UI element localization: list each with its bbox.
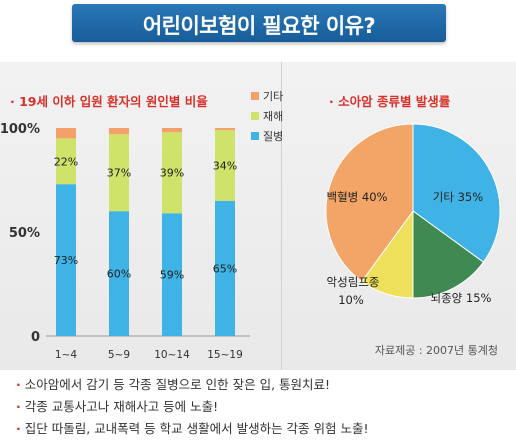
data-label: 22%	[54, 155, 78, 168]
legend-label: 기타	[263, 90, 283, 103]
data-label: 39%	[160, 167, 184, 180]
bar-segment-재해	[109, 134, 129, 212]
title-banner: 어린이보험이 필요한 이유?	[72, 4, 446, 42]
notes-list: · 소아암에서 감기 등 각종 질병으로 인한 잦은 입, 통원치료! · 각종 교…	[16, 374, 506, 440]
y-tick-label: 50%	[9, 226, 40, 241]
bar-segment-질병	[162, 213, 182, 336]
x-tick-label: 15~19	[207, 349, 243, 361]
pie-label: 뇌종양 15%	[431, 291, 492, 305]
legend-swatch	[251, 92, 259, 100]
bullet-dot: ·	[16, 377, 21, 392]
bar-segment-질병	[215, 200, 235, 336]
bar-segment-질병	[109, 211, 129, 336]
data-label: 73%	[54, 254, 78, 267]
bar-segment-기타	[109, 128, 129, 135]
source-note: 자료제공 : 2007년 통계청	[374, 344, 498, 357]
legend-label: 재해	[263, 109, 283, 123]
data-label: 60%	[107, 268, 131, 281]
x-tick-label: 5~9	[108, 349, 130, 361]
bullet-dot: ·	[16, 399, 21, 414]
bar-chart: 0 50% 100% 73% 22% 1~4 60% 37% 5~9 59% 39% 10~14 65%…	[0, 90, 283, 361]
pie-slice-뇌종양	[412, 210, 485, 299]
data-label: 65%	[213, 262, 237, 275]
data-label: 37%	[107, 167, 131, 180]
bar-segment-재해	[56, 138, 76, 185]
data-label: 34%	[213, 159, 237, 172]
x-tick-label: 10~14	[154, 349, 190, 361]
pie-label: 10%	[338, 293, 364, 307]
note-item: · 소아암에서 감기 등 각종 질병으로 인한 잦은 입, 통원치료!	[16, 377, 331, 392]
bar-segment-기타	[56, 128, 76, 139]
x-tick-label: 1~4	[55, 349, 77, 361]
pie-slice-백혈병	[325, 123, 414, 283]
bullet-dot: ·	[16, 421, 21, 436]
bar-segment-기타	[162, 128, 182, 133]
pie-label: 백혈병 40%	[327, 190, 388, 204]
pie-chart-title: · 소아암 종류별 발생률	[329, 94, 451, 109]
y-tick-label: 0	[31, 330, 40, 345]
panel-divider	[281, 62, 282, 370]
y-tick-label: 100%	[0, 122, 40, 137]
legend-label: 질병	[263, 130, 283, 143]
pie-label: 기타 35%	[433, 190, 483, 204]
legend-swatch	[251, 132, 259, 140]
pie-chart: 기타 35% 뇌종양 15% 악성림프종 10% 백혈병 40%	[325, 123, 501, 307]
bar-segment-질병	[56, 184, 76, 336]
banner-title: 어린이보험이 필요한 이유?	[142, 14, 376, 38]
bar-chart-title: · 19세 이하 입원 환자의 원인별 비율	[10, 94, 208, 109]
bar-segment-재해	[162, 132, 182, 214]
bar-segment-기타	[215, 128, 235, 131]
data-label: 59%	[160, 269, 184, 282]
pie-slice-기타	[412, 123, 501, 263]
note-item: · 각종 교통사고나 재해사고 등에 노출!	[16, 399, 219, 414]
pie-label: 악성림프종	[327, 275, 380, 289]
bar-segment-재해	[215, 130, 235, 201]
note-item: · 집단 따돌림, 교내폭력 등 학교 생활에서 발생하는 각종 위험 노출!	[16, 421, 369, 436]
legend-swatch	[251, 112, 259, 120]
